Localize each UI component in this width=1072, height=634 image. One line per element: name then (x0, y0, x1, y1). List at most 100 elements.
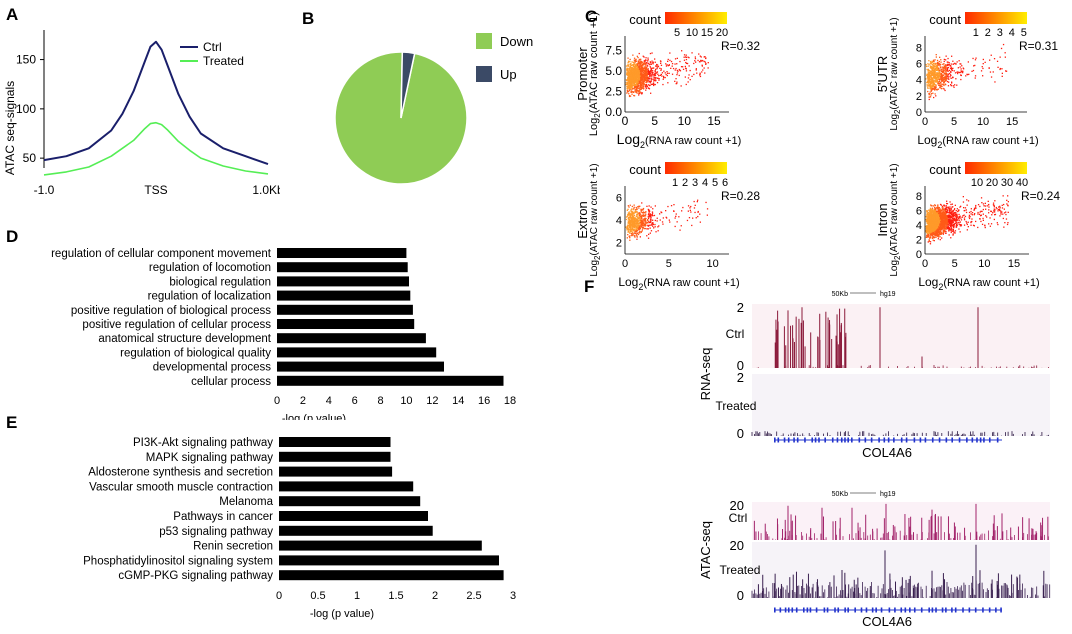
c-point (934, 87, 936, 89)
c-point (933, 210, 936, 213)
c-point (630, 76, 632, 78)
c-point (931, 215, 933, 217)
c-point (928, 214, 930, 217)
c-point (657, 65, 660, 67)
c-point (639, 217, 641, 219)
c-point (958, 216, 961, 218)
c-point (955, 218, 958, 220)
c-point (684, 76, 686, 78)
c-point (945, 205, 947, 207)
c-point (641, 86, 643, 89)
c-point (696, 72, 698, 74)
c-point (960, 78, 962, 81)
c-point (940, 209, 943, 211)
c-point (941, 77, 943, 79)
c-point (934, 73, 936, 75)
c-point (934, 93, 936, 95)
c-point (951, 69, 954, 72)
c-point (937, 227, 939, 229)
c-point (940, 88, 943, 90)
c-point (645, 57, 647, 59)
c-point (641, 64, 643, 66)
c-point (627, 208, 629, 210)
c-point (932, 232, 934, 234)
c-point (635, 84, 637, 86)
c-point (929, 65, 932, 67)
c-y-tick-label: 2 (616, 238, 622, 250)
c-point (629, 223, 631, 226)
c-point (646, 64, 648, 66)
c-point (640, 76, 642, 79)
c-point (935, 236, 937, 238)
c-point (965, 209, 967, 211)
c-point (927, 81, 929, 83)
c-point (638, 77, 640, 79)
c-point (930, 220, 932, 222)
c-point (937, 75, 939, 77)
c-point (926, 230, 928, 232)
c-point (650, 63, 652, 65)
panel-letter-a: A (6, 5, 18, 24)
c-point (646, 70, 648, 72)
c-point (683, 56, 685, 58)
c-point (628, 93, 630, 95)
c-point (629, 237, 631, 239)
c-point (640, 221, 642, 223)
c-point (642, 82, 645, 84)
c-point (648, 233, 650, 235)
c-point (637, 81, 639, 83)
c-point (943, 225, 946, 228)
c-point (1005, 70, 1007, 72)
c-point (929, 96, 932, 98)
c-point (932, 80, 934, 82)
c-point (648, 73, 650, 75)
c-point (954, 214, 956, 216)
c-point (678, 74, 680, 77)
c-point (931, 73, 933, 75)
c-point (935, 81, 937, 83)
c-point (975, 57, 977, 59)
c-point (640, 88, 642, 90)
c-point (945, 75, 947, 77)
c-point (1004, 222, 1006, 224)
c-point (628, 95, 631, 97)
c-point (687, 81, 689, 83)
c-point (943, 84, 945, 87)
c-point (955, 63, 957, 65)
c-point (656, 217, 658, 219)
c-point (945, 72, 947, 75)
c-point (641, 221, 644, 223)
c-point (949, 74, 952, 76)
c-point (667, 60, 669, 62)
c-point (638, 89, 640, 92)
c-point (956, 222, 958, 224)
c-point (947, 223, 949, 225)
c-point (938, 81, 940, 83)
c-point (975, 220, 977, 223)
c-point (979, 211, 981, 213)
c-point (928, 83, 930, 86)
c-point (661, 75, 663, 77)
c-point (650, 69, 652, 71)
c-point (931, 221, 933, 223)
c-point (950, 71, 952, 73)
c-point (939, 83, 941, 85)
c-point (659, 67, 661, 69)
c-point (650, 74, 652, 76)
c-point (626, 91, 629, 93)
c-point (956, 219, 958, 221)
c-point (636, 234, 638, 236)
c-point (933, 60, 935, 62)
c-point (951, 222, 953, 224)
c-point (627, 77, 629, 79)
c-point (968, 73, 970, 75)
c-point (929, 218, 931, 220)
c-point (953, 70, 955, 72)
c-point (999, 215, 1001, 217)
c-point (663, 70, 665, 72)
c-point (649, 52, 652, 55)
c-point (628, 221, 631, 223)
c-point (633, 84, 635, 86)
c-point (675, 213, 677, 215)
c-point (925, 218, 927, 221)
